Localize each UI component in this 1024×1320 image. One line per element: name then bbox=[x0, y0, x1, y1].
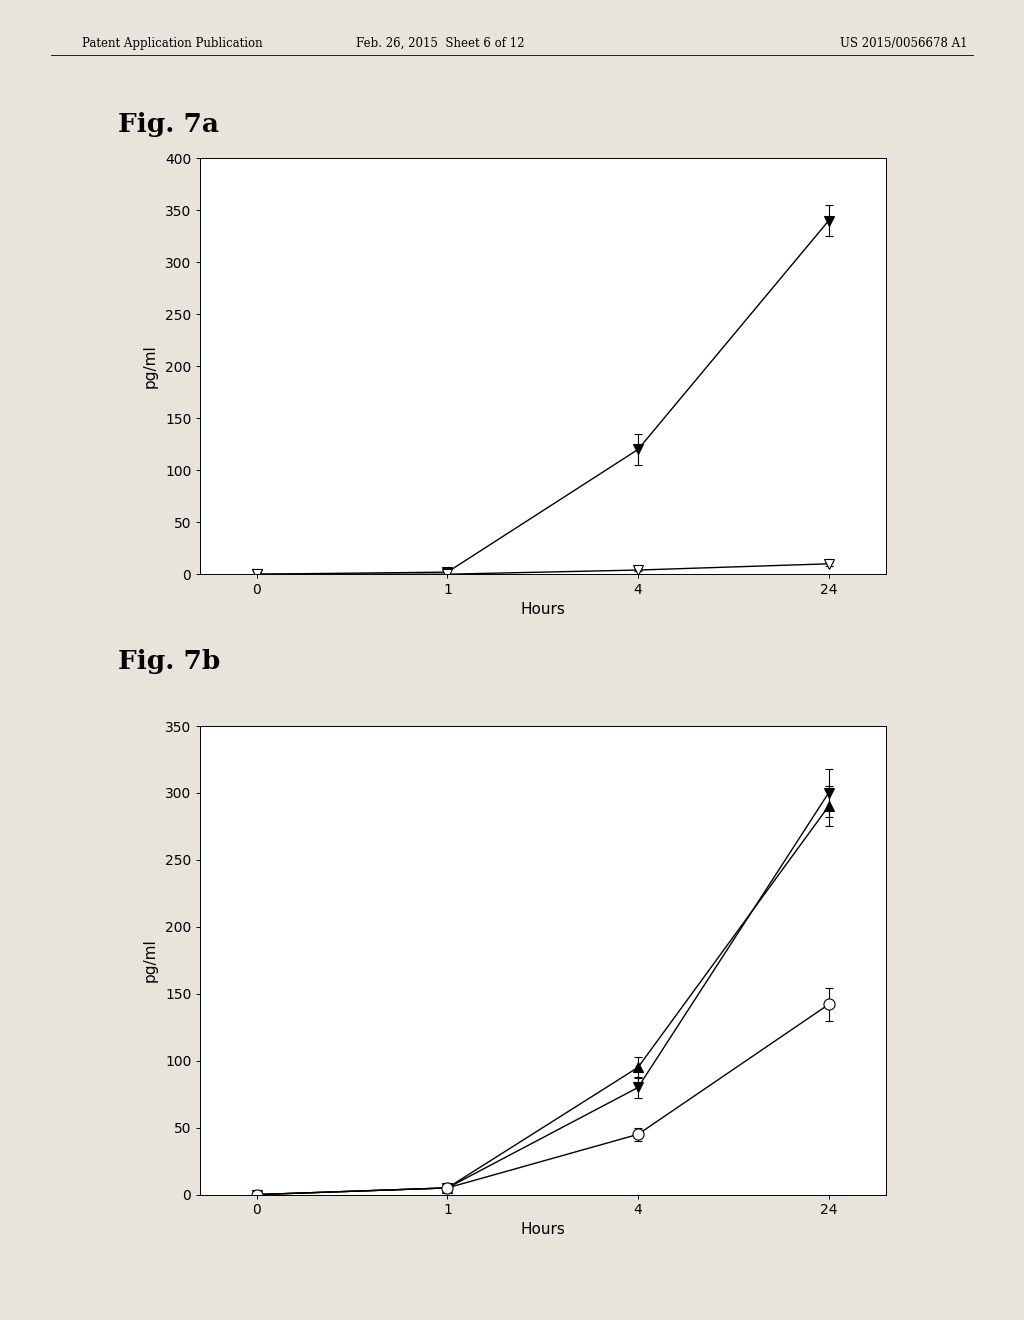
Y-axis label: pg/ml: pg/ml bbox=[143, 939, 158, 982]
Text: Fig. 7a: Fig. 7a bbox=[118, 112, 219, 137]
Y-axis label: pg/ml: pg/ml bbox=[143, 345, 158, 388]
X-axis label: Hours: Hours bbox=[520, 602, 565, 616]
Text: Fig. 7b: Fig. 7b bbox=[118, 649, 220, 675]
X-axis label: Hours: Hours bbox=[520, 1222, 565, 1237]
Text: Feb. 26, 2015  Sheet 6 of 12: Feb. 26, 2015 Sheet 6 of 12 bbox=[356, 37, 524, 50]
Text: Patent Application Publication: Patent Application Publication bbox=[82, 37, 262, 50]
Text: US 2015/0056678 A1: US 2015/0056678 A1 bbox=[840, 37, 968, 50]
